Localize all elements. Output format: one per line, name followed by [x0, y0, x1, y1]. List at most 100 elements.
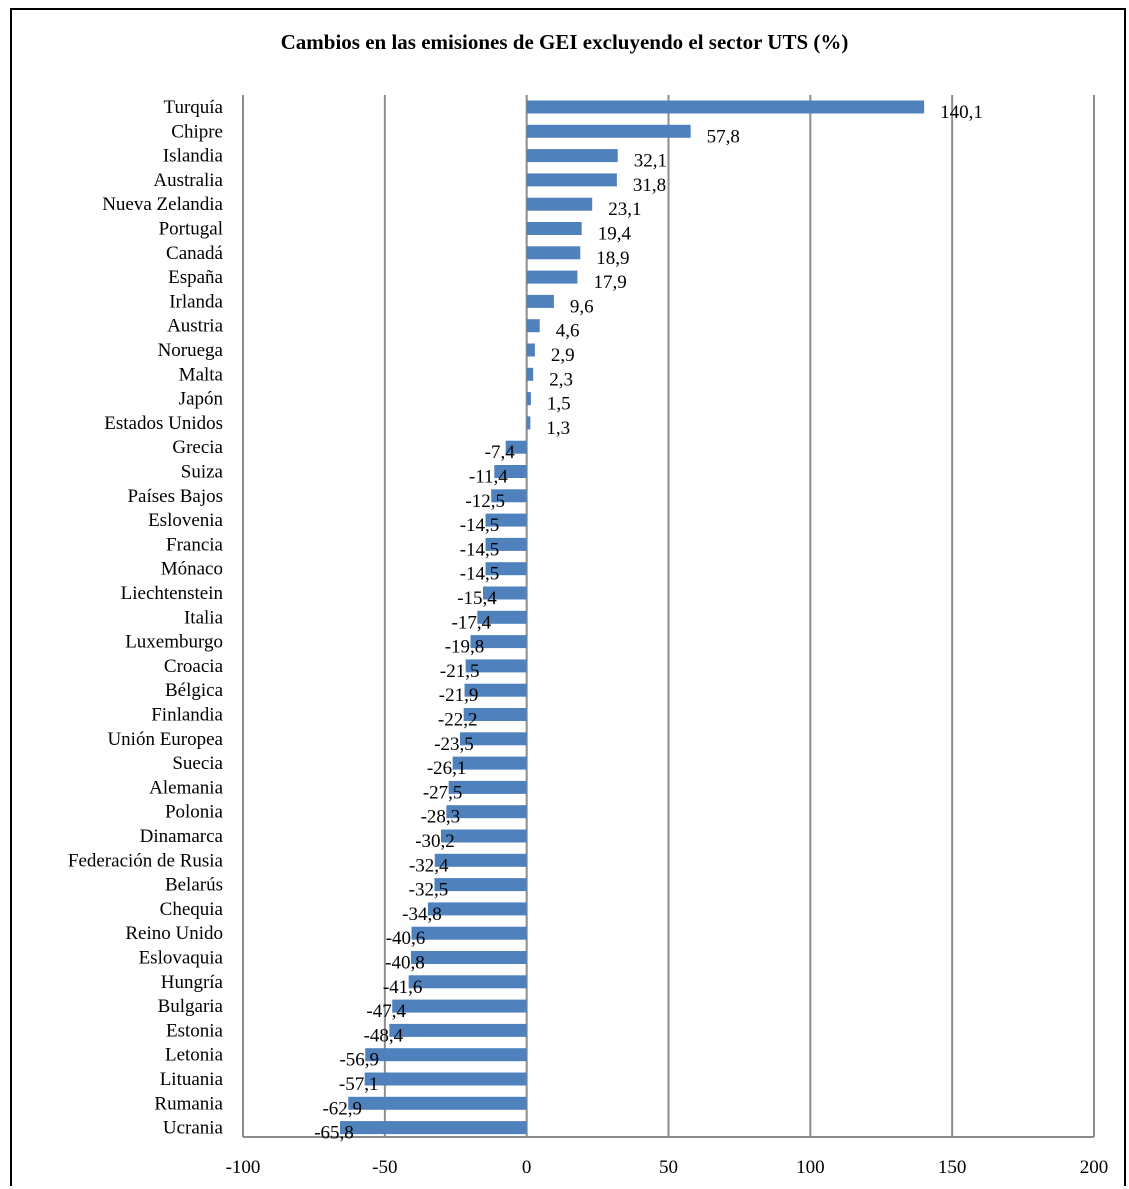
data-label: -22,2 [438, 710, 478, 731]
x-tick-label: 0 [522, 1157, 532, 1178]
data-label: 32,1 [634, 151, 667, 172]
data-label: -32,5 [409, 880, 449, 901]
data-label: -57,1 [339, 1074, 379, 1095]
bar [410, 951, 527, 964]
data-label: -15,4 [457, 588, 497, 609]
bar [434, 878, 527, 892]
category-label: Eslovenia [148, 510, 223, 531]
category-label: Italia [184, 607, 224, 628]
category-label: Suecia [172, 753, 223, 774]
bar [446, 805, 527, 819]
bar [477, 610, 527, 624]
data-label: -19,8 [445, 637, 485, 658]
category-label: Islandia [163, 146, 224, 167]
bar [460, 732, 527, 746]
data-label: -23,5 [434, 734, 474, 755]
category-label: Reino Unido [125, 923, 223, 944]
bar [526, 367, 534, 381]
category-label: Grecia [172, 437, 223, 458]
category-label: Japón [179, 389, 224, 410]
x-tick-label: 50 [659, 1157, 678, 1178]
data-label: -41,6 [383, 977, 423, 998]
bar [526, 149, 618, 163]
data-label: -28,3 [421, 807, 461, 828]
bar [440, 829, 527, 843]
data-label: 2,9 [551, 345, 575, 366]
category-label: Ucrania [163, 1118, 224, 1139]
bar [526, 392, 531, 406]
bar [485, 562, 527, 576]
x-tick-label: 200 [1080, 1157, 1109, 1178]
data-label: -26,1 [427, 758, 467, 779]
data-label: 140,1 [940, 102, 983, 123]
category-label: Liechtenstein [121, 583, 224, 604]
data-label: -14,5 [460, 564, 500, 585]
category-label: Chequia [160, 899, 224, 920]
bar [448, 780, 527, 794]
data-label: -21,5 [440, 661, 480, 682]
category-label: Belarús [165, 875, 223, 896]
data-label: 4,6 [556, 321, 580, 342]
category-label: Irlanda [169, 291, 223, 312]
bar [389, 1023, 527, 1037]
bar [526, 124, 691, 138]
category-label: Mónaco [161, 559, 223, 580]
bar [526, 270, 578, 284]
bar [526, 222, 582, 235]
data-label: -32,4 [409, 855, 449, 876]
bar [482, 586, 527, 600]
data-label: 19,4 [598, 224, 632, 245]
category-label: Países Bajos [127, 486, 223, 507]
category-label: Suiza [181, 462, 224, 483]
category-label: Alemania [149, 777, 223, 798]
category-label: Unión Europea [107, 729, 223, 750]
category-label: Bulgaria [158, 996, 224, 1017]
category-label: Estonia [166, 1020, 224, 1041]
category-label: Turquía [164, 97, 224, 118]
category-label: Rumania [154, 1093, 223, 1114]
bar [491, 489, 527, 503]
category-label: Malta [179, 364, 224, 385]
bar [526, 173, 617, 187]
data-label: -40,6 [386, 928, 426, 949]
category-label: Hungría [161, 972, 224, 993]
bar [526, 197, 593, 211]
category-label: Chipre [171, 121, 223, 142]
data-label: 9,6 [570, 296, 594, 317]
bar [411, 926, 527, 940]
bar [526, 246, 581, 260]
category-label: Croacia [164, 656, 224, 677]
category-label: Lituania [160, 1069, 224, 1090]
category-label: Francia [166, 534, 224, 555]
data-label: 1,3 [546, 418, 570, 439]
category-label: España [168, 267, 223, 288]
bar [465, 659, 527, 673]
bar [392, 999, 527, 1013]
category-label: Dinamarca [140, 826, 224, 847]
data-label: -11,4 [469, 467, 508, 488]
data-label: 23,1 [608, 199, 641, 220]
bar [340, 1121, 527, 1135]
data-label: -62,9 [322, 1098, 362, 1119]
data-label: -27,5 [423, 782, 463, 803]
bar [470, 635, 527, 649]
bar [463, 708, 527, 721]
category-label: Polonia [165, 802, 224, 823]
category-label: Eslovaquia [139, 948, 224, 969]
bar [526, 319, 540, 333]
bar [348, 1096, 527, 1110]
category-label: Federación de Rusia [68, 850, 224, 871]
data-label: -56,9 [339, 1050, 379, 1071]
category-label: Austria [167, 316, 224, 337]
bar [408, 975, 527, 989]
bar [434, 853, 527, 867]
bar [452, 756, 527, 770]
data-label: -21,9 [439, 685, 479, 706]
data-label: -48,4 [364, 1025, 404, 1046]
data-label: -14,5 [460, 515, 500, 536]
x-tick-label: 100 [796, 1157, 825, 1178]
category-label: Australia [153, 170, 223, 191]
category-label: Estados Unidos [104, 413, 223, 434]
data-label: 31,8 [633, 175, 666, 196]
